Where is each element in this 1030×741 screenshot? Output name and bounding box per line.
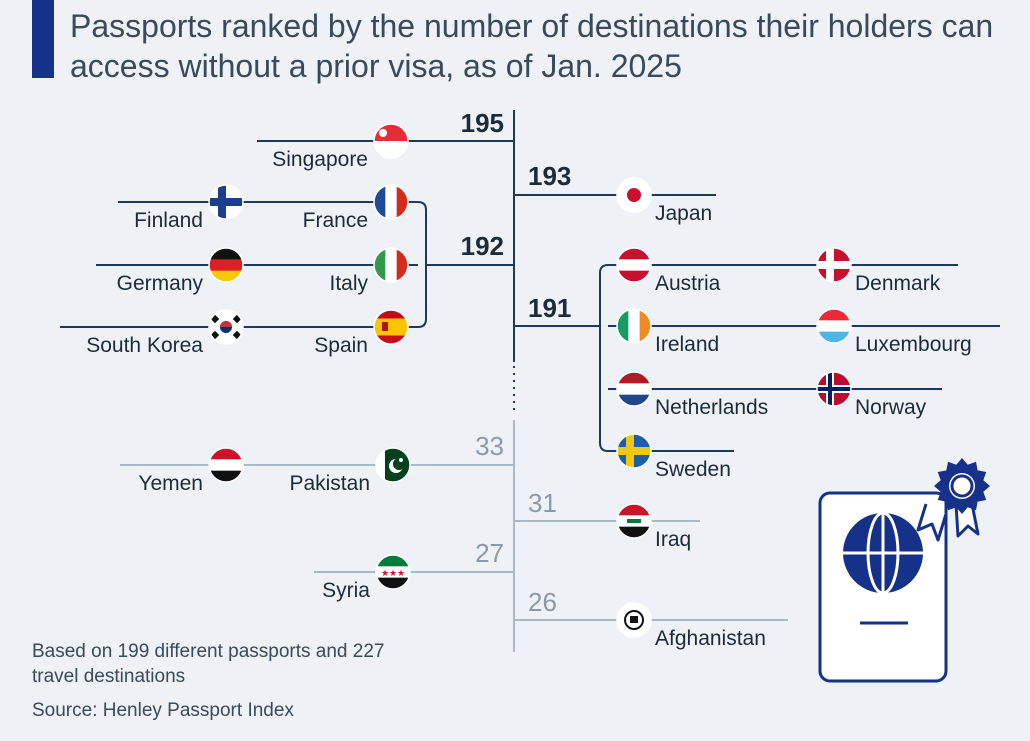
country-label-denmark: Denmark xyxy=(855,272,941,295)
flag-france-icon xyxy=(373,184,409,220)
svg-text:★: ★ xyxy=(397,568,405,578)
flag-norway-icon xyxy=(816,371,852,407)
country-label-austria: Austria xyxy=(655,272,721,295)
footnote: Based on 199 different passports and 227… xyxy=(32,641,385,687)
flag-spain-icon xyxy=(373,309,409,345)
flag-singapore-icon xyxy=(373,123,409,159)
country-label-sweden: Sweden xyxy=(655,458,731,481)
flag-iraq-icon xyxy=(616,503,652,539)
value-label-193: 193 xyxy=(528,161,571,191)
title-accent-bar xyxy=(32,0,54,78)
value-label-191: 191 xyxy=(528,293,571,323)
flag-syria-icon: ★ ★ ★ xyxy=(375,554,411,590)
country-label-iraq: Iraq xyxy=(655,528,691,551)
country-label-japan: Japan xyxy=(655,202,712,225)
country-label-afghanistan: Afghanistan xyxy=(655,627,766,650)
country-label-yemen: Yemen xyxy=(138,472,203,495)
country-label-italy: Italy xyxy=(329,272,368,295)
bracket-191 xyxy=(599,264,620,452)
value-label-192: 192 xyxy=(461,231,504,261)
country-label-netherlands: Netherlands xyxy=(655,396,768,419)
flag-luxembourg-icon xyxy=(816,308,852,344)
country-label-singapore: Singapore xyxy=(272,148,368,171)
svg-text:★: ★ xyxy=(381,568,389,578)
country-label-syria: Syria xyxy=(322,579,370,602)
country-label-finland: Finland xyxy=(134,209,203,232)
flag-south-korea-icon xyxy=(208,309,244,345)
country-label-south-korea: South Korea xyxy=(86,334,203,357)
country-label-france: France xyxy=(303,209,368,232)
flag-austria-icon xyxy=(616,247,652,283)
flag-afghanistan-icon xyxy=(616,602,652,638)
flag-sweden-icon xyxy=(616,433,652,469)
flag-netherlands-icon xyxy=(616,371,652,407)
flag-germany-icon xyxy=(208,247,244,283)
flag-japan-icon xyxy=(616,177,652,213)
country-label-luxembourg: Luxembourg xyxy=(855,333,972,356)
value-label-195: 195 xyxy=(461,108,504,138)
svg-text:★: ★ xyxy=(389,568,397,578)
country-label-spain: Spain xyxy=(314,334,368,357)
flag-ireland-icon xyxy=(616,308,652,344)
flag-denmark-icon xyxy=(816,247,852,283)
flag-pakistan-icon xyxy=(375,447,411,483)
country-label-norway: Norway xyxy=(855,396,927,419)
value-label-33: 33 xyxy=(475,431,504,461)
country-label-germany: Germany xyxy=(117,272,204,295)
source-note: Source: Henley Passport Index xyxy=(32,700,294,721)
flag-finland-icon xyxy=(208,184,244,220)
value-label-26: 26 xyxy=(528,587,557,617)
value-label-31: 31 xyxy=(528,488,557,518)
passport-icon xyxy=(818,458,990,683)
chart-title: Passports ranked by the number of destin… xyxy=(70,8,994,84)
flag-yemen-icon xyxy=(208,447,244,483)
country-label-ireland: Ireland xyxy=(655,333,719,356)
flag-italy-icon xyxy=(373,247,409,283)
value-label-27: 27 xyxy=(475,538,504,568)
country-label-pakistan: Pakistan xyxy=(289,472,370,495)
